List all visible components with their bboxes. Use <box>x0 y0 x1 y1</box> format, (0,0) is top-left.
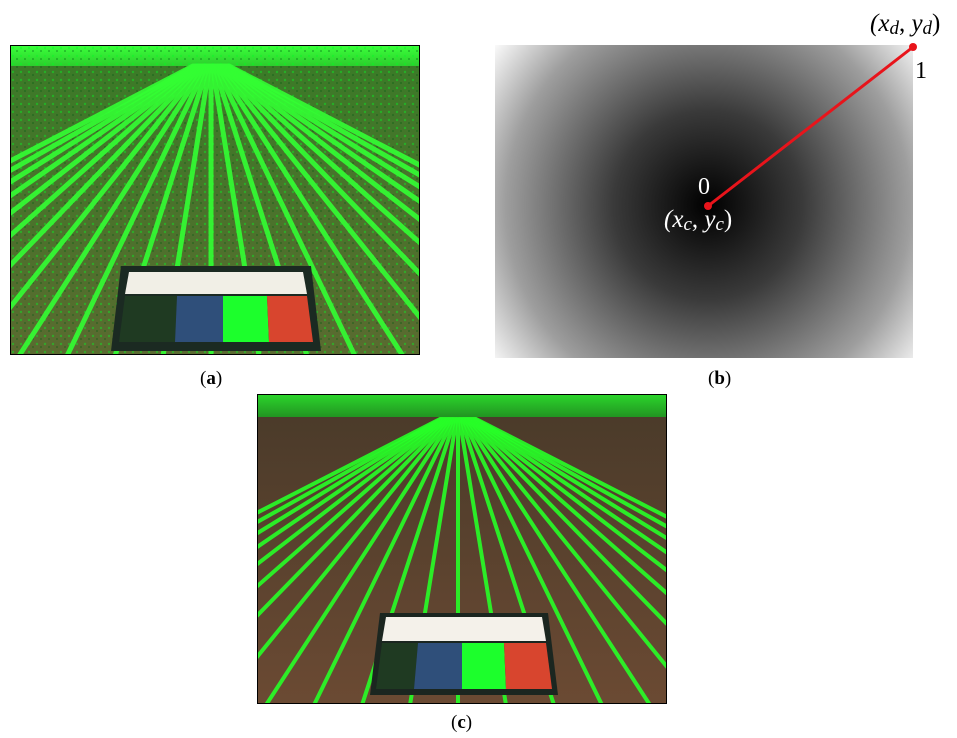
edge-coordinate-label: (xd, yd) <box>870 10 940 40</box>
center-value-label: 0 <box>698 174 710 200</box>
crop-row <box>225 63 419 178</box>
center-y-symbol: y <box>704 206 716 233</box>
edge-close-paren: ) <box>932 10 941 37</box>
crop-row <box>216 63 419 321</box>
crop-row <box>468 417 666 573</box>
caption-b-open: ( <box>708 368 715 389</box>
crop-row <box>11 63 197 173</box>
edge-point-marker <box>909 43 917 51</box>
crop-row <box>258 417 448 567</box>
edge-separator: , <box>898 10 912 37</box>
edge-open-paren: ( <box>870 10 879 37</box>
crop-row <box>469 417 666 555</box>
crop-row <box>226 63 419 168</box>
crop-row <box>474 417 666 519</box>
crop-row <box>258 417 451 618</box>
crop-row <box>11 63 200 199</box>
crop-row <box>258 417 445 536</box>
panel-a-field-scene <box>11 46 419 354</box>
edge-x-symbol: x <box>878 10 890 37</box>
caption-c-open: ( <box>451 712 458 733</box>
panel-c-image <box>257 394 667 704</box>
center-point-marker <box>704 202 712 210</box>
panel-c-calibration-board <box>370 613 558 695</box>
crop-row <box>217 63 419 277</box>
crop-row <box>11 63 203 239</box>
center-open-paren: ( <box>664 206 673 233</box>
caption-b-close: ) <box>724 368 732 389</box>
crop-row <box>223 63 419 190</box>
crop-row <box>258 417 453 659</box>
panel-b-caption: (b) <box>708 368 731 390</box>
panel-c-caption: (c) <box>451 712 472 734</box>
caption-a-letter: a <box>206 368 216 389</box>
crop-row <box>17 63 208 354</box>
caption-a-open: ( <box>200 368 207 389</box>
edge-y-symbol: y <box>911 10 923 37</box>
crop-row <box>222 63 419 204</box>
crop-row <box>462 417 652 703</box>
crop-row <box>258 417 442 515</box>
crop-row <box>11 63 202 216</box>
crop-row <box>213 63 357 354</box>
crop-row <box>258 417 450 589</box>
caption-c-close: ) <box>465 712 473 733</box>
center-x-subscript: c <box>683 214 692 235</box>
edge-value-label: 1 <box>915 58 927 84</box>
panel-c-field-scene <box>258 395 666 703</box>
center-x-symbol: x <box>672 206 684 233</box>
crop-row <box>258 417 447 549</box>
panel-a-caption: (a) <box>200 368 222 390</box>
center-close-paren: ) <box>723 206 733 233</box>
crop-row <box>264 417 454 703</box>
crop-row <box>463 417 666 669</box>
crop-row <box>258 417 444 524</box>
crop-row <box>466 417 666 596</box>
edge-y-subscript: d <box>922 18 933 39</box>
crop-row <box>220 63 419 222</box>
panel-a-image <box>10 45 420 355</box>
crop-row <box>219 63 419 246</box>
caption-b-letter: b <box>714 368 725 389</box>
radius-line <box>707 45 914 208</box>
panel-b-gradient-graphic <box>495 45 913 358</box>
edge-x-subscript: d <box>889 18 899 39</box>
crop-row <box>465 417 666 626</box>
crop-row <box>472 417 666 529</box>
crop-row <box>460 417 604 703</box>
crop-row <box>214 63 405 354</box>
center-y-subscript: c <box>715 214 724 235</box>
crop-row <box>11 63 206 311</box>
center-coordinate-label: (xc, yc) <box>664 206 732 236</box>
crop-row <box>11 63 196 164</box>
caption-c-letter: c <box>457 712 466 733</box>
crop-row <box>471 417 666 541</box>
panel-a-calibration-board <box>111 266 321 351</box>
center-separator: , <box>691 206 705 233</box>
crop-row <box>11 63 205 269</box>
crop-row <box>11 63 199 185</box>
crop-row <box>65 63 209 354</box>
panel-b-vignette-map <box>495 45 913 358</box>
crop-row <box>312 417 456 703</box>
caption-a-close: ) <box>215 368 223 389</box>
